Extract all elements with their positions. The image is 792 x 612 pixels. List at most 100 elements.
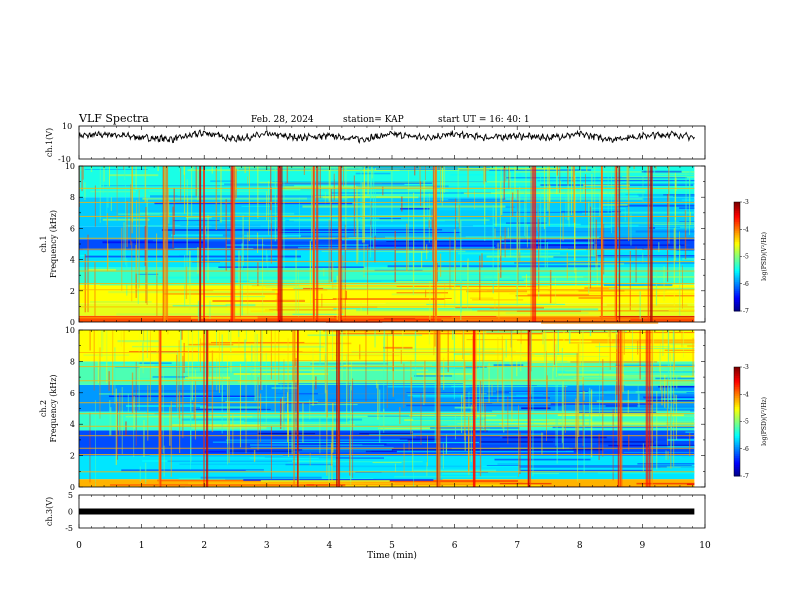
ch2-spec-vstreak [253, 449, 256, 462]
ch1-spec-burst [432, 166, 434, 322]
ch2-spec-colorbar-step [734, 394, 740, 397]
ch1-spec-streak [314, 298, 445, 300]
ch1-spec-vstreak [130, 184, 132, 246]
ch1-spec-vstreak [191, 166, 193, 216]
ch1-spec-vstreak [567, 166, 569, 221]
ch2-spec-streak [521, 407, 551, 410]
ch2-spec-streak [194, 408, 271, 410]
ch2-spec-vstreak [470, 404, 472, 463]
ch1-spec-vstreak [525, 274, 527, 290]
ch1-spec-vstreak [504, 227, 506, 258]
ch2-spec-vstreak [622, 330, 624, 392]
ch2-spec-vstreak [170, 401, 172, 477]
ch1-spec-streak [348, 236, 372, 239]
ch1-spec-streak [668, 309, 695, 312]
ch2-spec-vstreak [238, 330, 240, 349]
ch1-spec-streak [611, 233, 695, 235]
ch1-spec-streak [395, 251, 429, 253]
ch1-spec-ylabel-channel: ch.1 [39, 235, 48, 252]
ch1-spec-vstreak [180, 167, 182, 202]
ch2-spec-vstreak [403, 443, 405, 477]
ch2-spec-vstreak [131, 372, 134, 413]
ch2-spec-vstreak [555, 344, 557, 446]
ch2-spec-vstreak [216, 358, 218, 391]
ch1-spec-vstreak [500, 236, 502, 278]
ch2-spec-vstreak [505, 339, 507, 358]
ch2-spec-vstreak [445, 434, 448, 453]
ch2-spec-streak [396, 450, 574, 453]
ch1-spec-vstreak [570, 166, 573, 215]
ch2-spec-colorbar-step [734, 432, 740, 435]
ch1-spec-vstreak [375, 189, 377, 236]
ch2-spec-vstreak [110, 407, 112, 436]
ch1-spec-vstreak [481, 253, 483, 268]
ch2-spec-streak [496, 390, 589, 393]
ch2-spec-streak [674, 431, 695, 434]
ch1-spec-vstreak [505, 166, 507, 182]
ch2-spec-colorbar-step [734, 401, 740, 404]
ch2-spec-vstreak [543, 330, 545, 358]
ch2-spec-streak [499, 423, 695, 425]
ch2-spec-vstreak [111, 330, 114, 396]
ch1-spec-vstreak [183, 166, 186, 214]
ch1-spec-vstreak [195, 166, 197, 197]
ch2-spec-streak [681, 456, 695, 458]
ch2-spec-streak [638, 406, 695, 408]
ch1-spec-vstreak [474, 190, 475, 210]
ch1-spec-colorbar-step [734, 202, 740, 205]
ch2-spec-vstreak [497, 337, 499, 403]
ch1-spec-vstreak [335, 166, 337, 168]
ch1-spec-streak [502, 211, 612, 213]
ch1-spec-vstreak [192, 166, 194, 170]
ch1-spec-streak [282, 182, 433, 184]
ch1-spec-streak [286, 235, 366, 237]
ch2-spec-vstreak [143, 330, 144, 374]
ch1-spec-vstreak [510, 171, 512, 258]
ch2-spec-vstreak [197, 330, 199, 371]
ch2-spec-vstreak [377, 383, 379, 420]
ch1-spec-vstreak [419, 166, 421, 186]
ch2-spec-streak [596, 400, 695, 403]
ch1-spec-vstreak [367, 244, 369, 315]
ch1-spec-vstreak [207, 215, 209, 281]
ch2-spec-vstreak [577, 384, 579, 482]
ch1-spec-streak [536, 244, 685, 246]
ch2-spec-vstreak [228, 401, 230, 441]
ch1-spec-vstreak [549, 269, 552, 304]
ch1-spec-vstreak [262, 237, 264, 314]
ch1-spec-streak [598, 178, 648, 181]
ch2-spec-vstreak [590, 389, 593, 458]
ch1-spec-streak [601, 204, 628, 206]
ch2-spec-vstreak [475, 330, 477, 419]
ch2-spec-vstreak [443, 357, 445, 390]
ch2-spec-vstreak [615, 330, 617, 350]
ch2-spec-tone-line [79, 402, 695, 404]
ch2-spec-vstreak [260, 330, 262, 391]
ch2-spec-streak [327, 444, 363, 446]
ch2-spec-vstreak [662, 330, 664, 356]
ch2-spec-streak [519, 466, 667, 468]
ch2-spec-streak [109, 395, 309, 397]
ch2-spec-streak [579, 391, 687, 394]
ch2-spec-vstreak [125, 421, 127, 437]
ch1-spec-colorbar-step [734, 249, 740, 252]
ch1-spec-streak [391, 293, 441, 296]
ch1-spec-streak [654, 223, 695, 225]
ch2-spec-streak [591, 340, 695, 343]
ch2-spec-colorbar-step [734, 374, 740, 377]
ch1-spec-burst [601, 166, 603, 322]
ch1-spec-vstreak [276, 293, 278, 312]
ch1-spec-streak [495, 231, 617, 233]
ch2-spec-colorbar-step [734, 428, 740, 432]
ch2-spec-vstreak [583, 391, 585, 401]
ch1-spec-streak [333, 316, 452, 318]
ch1-spec-colorbar-step [734, 272, 740, 276]
ch1-spec-streak [116, 313, 316, 316]
ch2-spec-vstreak [282, 396, 284, 422]
ch2-spec-colorbar-step [734, 461, 740, 464]
x-tick-label: 8 [577, 541, 583, 551]
ch1-spec-streak [673, 195, 695, 197]
ch2-spec-vstreak [557, 330, 559, 355]
ch1-spec-colorbar-step [734, 291, 740, 294]
ch2-spec-streak [125, 405, 207, 407]
